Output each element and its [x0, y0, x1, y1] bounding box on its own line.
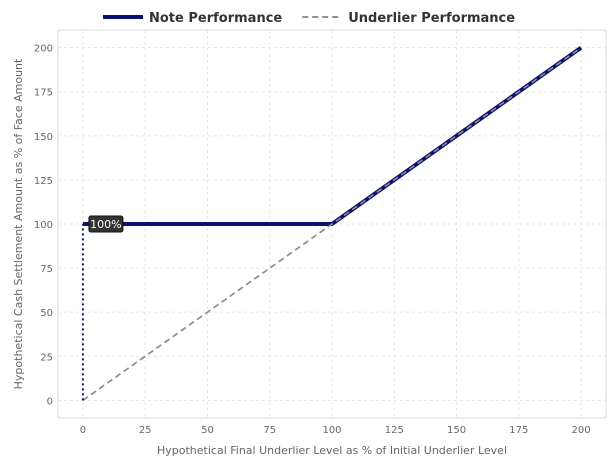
- x-tick-label: 50: [201, 425, 214, 436]
- x-tick-label: 200: [572, 425, 591, 436]
- y-axis-ticks: 0 25 50 75 100 125 150 175 200: [34, 44, 53, 408]
- y-tick-label: 100: [34, 220, 53, 231]
- y-tick-label: 125: [34, 176, 53, 187]
- y-tick-label: 0: [47, 396, 53, 407]
- x-tick-label: 150: [447, 425, 466, 436]
- y-tick-label: 50: [40, 308, 53, 319]
- y-tick-label: 150: [34, 132, 53, 143]
- legend-label: Underlier Performance: [348, 11, 515, 26]
- x-tick-label: 175: [509, 425, 528, 436]
- x-tick-label: 100: [322, 425, 341, 436]
- y-axis-label: Hypothetical Cash Settlement Amount as %…: [12, 58, 25, 389]
- y-tick-label: 175: [34, 88, 53, 99]
- x-axis-label: Hypothetical Final Underlier Level as % …: [157, 444, 507, 457]
- x-tick-label: 0: [80, 425, 86, 436]
- legend: Note Performance Underlier Performance: [103, 11, 515, 26]
- annotations: 100%: [88, 215, 124, 233]
- series-layer: [81, 46, 583, 402]
- x-tick-label: 75: [263, 425, 276, 436]
- x-tick-label: 25: [139, 425, 152, 436]
- legend-label: Note Performance: [149, 11, 282, 26]
- y-tick-label: 200: [34, 44, 53, 55]
- annotation-box: [88, 215, 124, 233]
- annotation-label: 100%: [90, 218, 121, 231]
- x-tick-label: 125: [385, 425, 404, 436]
- x-axis-ticks: 0 25 50 75 100 125 150 175 200: [80, 425, 591, 436]
- underlier-performance-overlay: [82, 46, 582, 402]
- y-tick-label: 25: [40, 352, 53, 363]
- y-tick-label: 75: [40, 264, 53, 275]
